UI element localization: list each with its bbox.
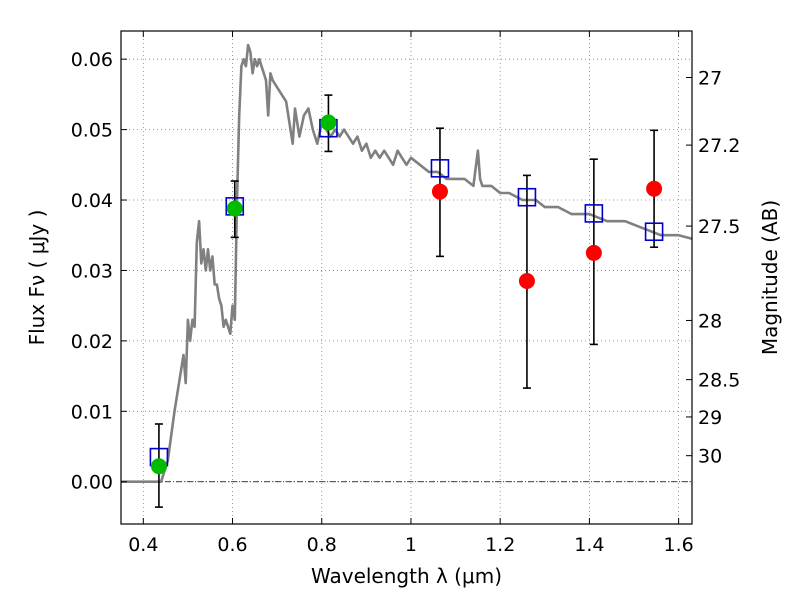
- x-axis-label: Wavelength λ (μm): [311, 564, 502, 588]
- right-tick-label: 27: [698, 67, 722, 89]
- y-tick-label: 0.05: [71, 120, 113, 142]
- y-axis-label: Flux Fν ( μJy ): [25, 210, 49, 346]
- data-markers-layer: [149, 94, 664, 508]
- axis-ticks-layer: 0.4 0.6 0.8 1 1.2 1.4 1.6 0.00 0.01 0.02 0.03 0.04 0…: [71, 31, 740, 556]
- x-tick-label: 0.6: [217, 534, 247, 556]
- synthetic-flux-square: [584, 204, 604, 223]
- spectral-point: [646, 180, 663, 197]
- right-axis-label: Magnitude (AB): [758, 200, 782, 355]
- synthetic-flux-square: [430, 159, 450, 178]
- right-tick-label: 28: [698, 310, 722, 332]
- y-tick-label: 0.04: [71, 190, 113, 212]
- spectral-point: [518, 273, 535, 290]
- right-tick-label: 30: [698, 446, 722, 468]
- synthetic-flux-square: [644, 222, 664, 242]
- model-spectrum-line: [121, 43, 693, 483]
- x-tick-label: 1.2: [485, 534, 515, 556]
- photometry-point: [226, 200, 243, 217]
- photometry-point: [320, 114, 337, 131]
- y-tick-label: 0.01: [71, 401, 113, 423]
- right-tick-label: 27.5: [698, 216, 740, 238]
- spectral-point: [431, 183, 448, 200]
- x-tick-label: 1.6: [664, 534, 694, 556]
- plot-frame: [120, 30, 693, 525]
- y-tick-label: 0.03: [71, 260, 113, 282]
- y-tick-label: 0.02: [71, 331, 113, 353]
- right-tick-label: 29: [698, 407, 722, 429]
- x-tick-label: 0.8: [307, 534, 337, 556]
- right-tick-label: 27.2: [698, 135, 740, 157]
- right-tick-label: 28.5: [698, 370, 740, 392]
- y-tick-label: 0.00: [71, 472, 113, 494]
- synthetic-flux-square: [517, 187, 537, 207]
- x-tick-label: 0.4: [128, 534, 158, 556]
- grid-lines: [121, 31, 692, 524]
- photometry-point: [150, 458, 167, 475]
- x-tick-label: 1: [405, 534, 417, 556]
- x-tick-label: 1.4: [574, 534, 604, 556]
- spectral-point: [585, 244, 602, 261]
- y-tick-label: 0.06: [71, 49, 113, 71]
- model-spectrum-layer: [121, 43, 693, 483]
